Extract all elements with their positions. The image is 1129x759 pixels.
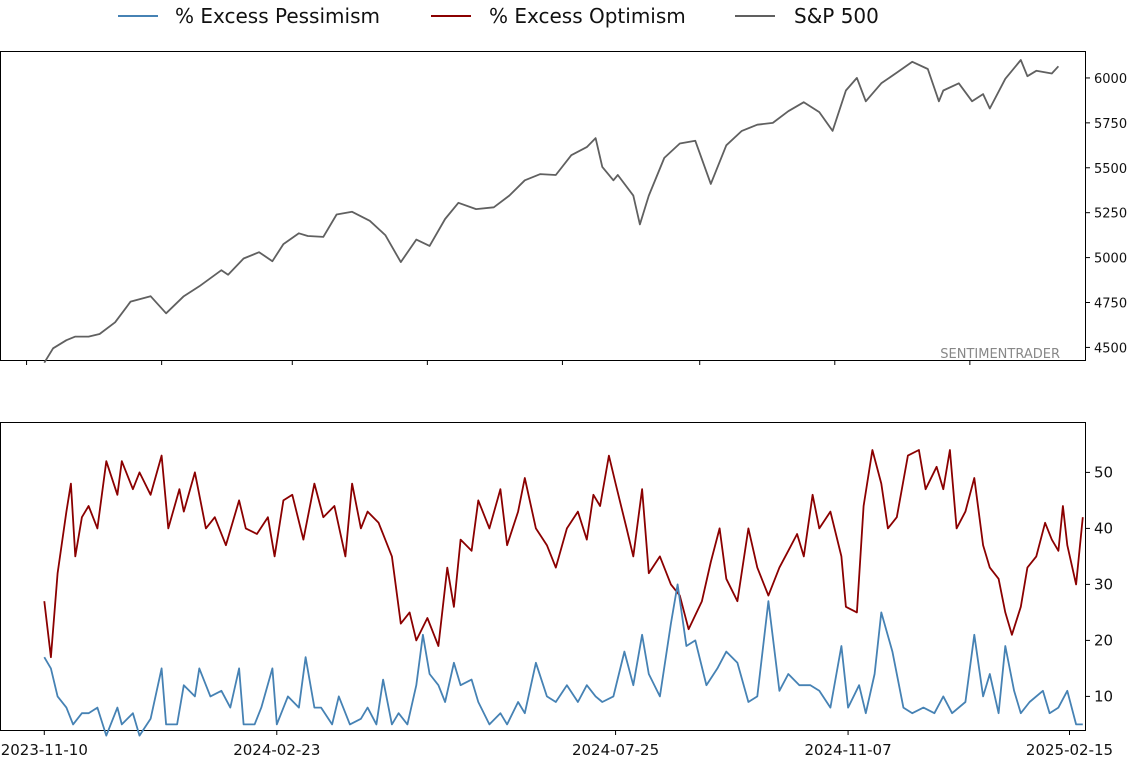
sentiment-panel: 10 20 30 40 50 2023-11-10 2024-02-23 2024-07-2…: [0, 422, 1113, 759]
xtick-label: 2024-07-25: [572, 741, 659, 759]
legend-label-sp500: S&P 500: [794, 4, 879, 28]
sp500-y-axis: 4500 4750 5000 5250 5500 5750 6000: [1085, 72, 1127, 356]
sp500-ytick-label: 4500: [1094, 341, 1127, 356]
sp500-ytick-label: 5500: [1094, 162, 1127, 177]
xtick-label: 2025-02-15: [1026, 741, 1113, 759]
sentiment-ytick-label: 10: [1094, 687, 1113, 705]
sp500-ytick-label: 5250: [1094, 207, 1127, 222]
legend-item-pessimism: % Excess Pessimism: [118, 4, 380, 28]
sentiment-ytick-label: 30: [1094, 575, 1113, 593]
sp500-x-axis: [26, 360, 971, 365]
legend-label-optimism: % Excess Optimism: [489, 4, 686, 28]
legend-item-optimism: % Excess Optimism: [431, 4, 686, 28]
xtick-label: 2024-11-07: [804, 741, 891, 759]
sentiment-y-axis: 10 20 30 40 50: [1085, 463, 1113, 705]
sp500-ytick-label: 6000: [1094, 72, 1127, 87]
sp500-plot-frame: [0, 51, 1086, 361]
series-line-excess-optimism: [43, 449, 1084, 659]
legend: % Excess Pessimism % Excess Optimism S&P…: [118, 4, 879, 28]
sentiment-plot-frame: [0, 422, 1086, 731]
xtick-label: 2024-02-23: [233, 741, 320, 759]
sp500-ytick-label: 4750: [1094, 297, 1127, 312]
sp500-panel: 4500 4750 5000 5250 5500 5750 6000 SENTIMENTRA…: [0, 51, 1127, 365]
series-line-excess-pessimism: [43, 583, 1083, 737]
series-line-s-p-500: [43, 59, 1060, 364]
sp500-ytick-label: 5000: [1094, 252, 1127, 267]
sentiment-series: [43, 449, 1084, 737]
sp500-series: [43, 59, 1060, 364]
sentiment-ytick-label: 20: [1094, 631, 1113, 649]
xtick-label: 2023-11-10: [1, 741, 88, 759]
sentiment-ytick-label: 40: [1094, 519, 1113, 537]
sentiment-ytick-label: 50: [1094, 463, 1113, 481]
watermark: SENTIMENTRADER: [940, 347, 1060, 362]
legend-item-sp500: S&P 500: [735, 4, 879, 28]
sp500-ytick-label: 5750: [1094, 117, 1127, 132]
legend-label-pessimism: % Excess Pessimism: [175, 4, 380, 28]
sentiment-x-axis: 2023-11-10 2024-02-23 2024-07-25 2024-11-07…: [1, 730, 1113, 759]
